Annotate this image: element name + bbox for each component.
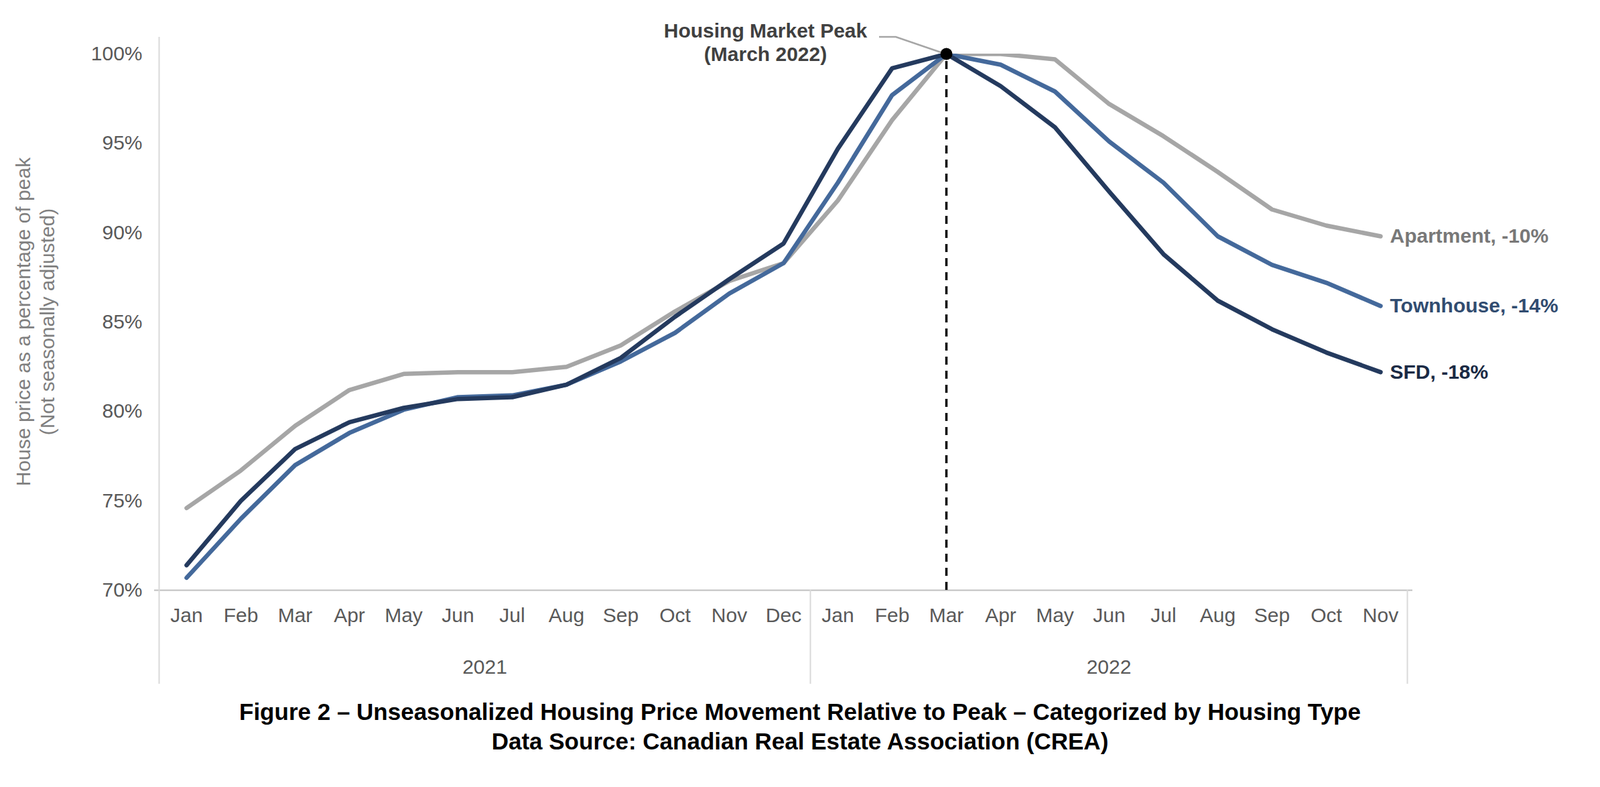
svg-text:Nov: Nov — [1362, 603, 1399, 626]
svg-text:Mar: Mar — [929, 603, 965, 626]
html-text:Data Source: Canadian Real Est: Data Source: Canadian Real Estate Associ… — [491, 727, 1109, 754]
svg-text:Jun: Jun — [1092, 603, 1125, 626]
svg-text:Sep: Sep — [1254, 603, 1290, 626]
svg-text:Apr: Apr — [984, 603, 1017, 626]
svg-text:Jun: Jun — [441, 603, 474, 626]
svg-text:Apartment, -10%: Apartment, -10% — [1390, 224, 1550, 247]
svg-text:Dec: Dec — [765, 603, 802, 626]
svg-text:Feb: Feb — [875, 603, 910, 626]
html-text:Figure 2 – Unseasonalized Hous: Figure 2 – Unseasonalized Housing Price … — [239, 698, 1361, 725]
svg-text:Jul: Jul — [1150, 603, 1176, 626]
svg-text:Townhouse, -14%: Townhouse, -14% — [1390, 294, 1559, 317]
svg-text:Oct: Oct — [1310, 603, 1343, 626]
svg-text:Aug: Aug — [548, 603, 585, 626]
svg-text:95%: 95% — [101, 131, 143, 154]
svg-text:Sep: Sep — [603, 603, 639, 626]
svg-text:Jan: Jan — [170, 603, 203, 626]
svg-text:May: May — [384, 603, 423, 626]
svg-text:Housing Market Peak(March 2022: Housing Market Peak(March 2022) — [663, 19, 868, 65]
svg-text:Nov: Nov — [711, 603, 748, 626]
svg-text:80%: 80% — [101, 399, 143, 422]
svg-text:2021: 2021 — [462, 655, 508, 678]
svg-text:90%: 90% — [101, 221, 143, 244]
svg-text:Mar: Mar — [278, 603, 313, 626]
svg-text:SFD, -18%: SFD, -18% — [1390, 360, 1489, 383]
svg-text:May: May — [1035, 603, 1075, 626]
svg-text:Aug: Aug — [1200, 603, 1236, 626]
svg-text:House price as a percentage of: House price as a percentage of peak(Not … — [12, 156, 59, 486]
svg-text:Oct: Oct — [659, 603, 691, 626]
svg-text:Apr: Apr — [333, 603, 366, 626]
svg-text:Feb: Feb — [223, 603, 259, 626]
svg-text:75%: 75% — [101, 489, 143, 512]
svg-text:100%: 100% — [91, 42, 143, 65]
svg-text:Jan: Jan — [821, 603, 854, 626]
svg-text:Jul: Jul — [499, 603, 525, 626]
svg-text:70%: 70% — [101, 578, 143, 601]
svg-text:85%: 85% — [101, 310, 143, 333]
svg-text:2022: 2022 — [1086, 655, 1132, 678]
